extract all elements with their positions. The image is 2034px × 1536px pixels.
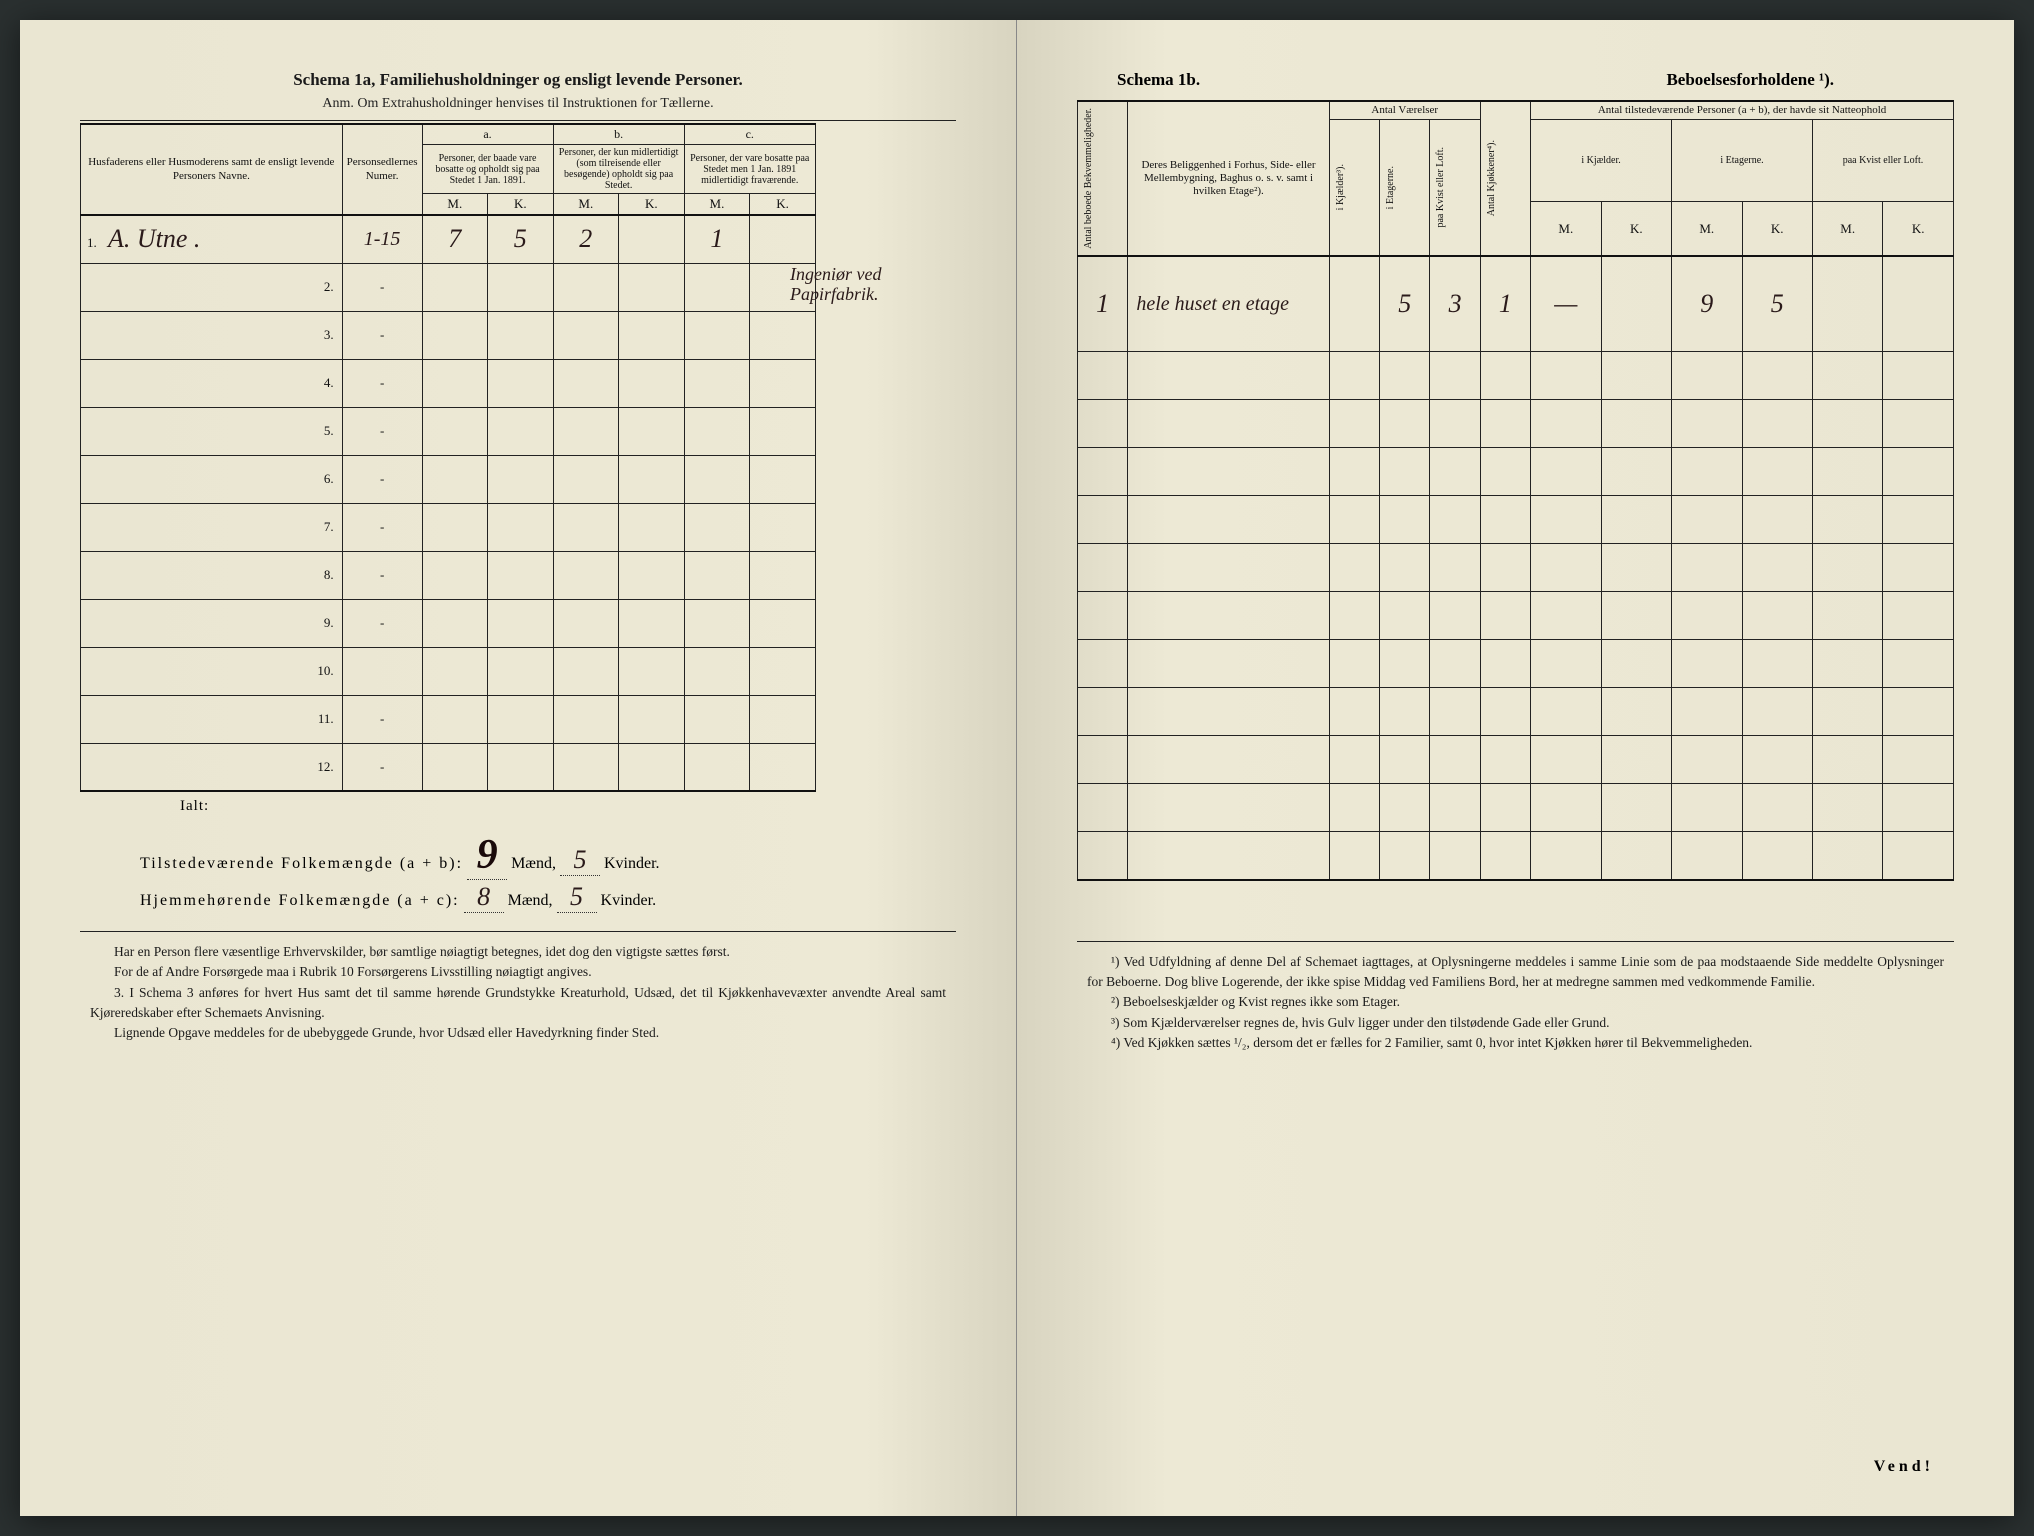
schema-1b-table: Antal beboede Bekvemmeligheder. Deres Be…: [1077, 100, 1954, 881]
col-t-etag: i Etagerne.: [1672, 120, 1813, 202]
schema-1a-subtitle: Anm. Om Extrahusholdninger henvises til …: [80, 96, 956, 121]
table-row: [1078, 400, 1954, 448]
table-row: [1078, 688, 1954, 736]
col-b-k: K.: [619, 194, 685, 216]
col-kjael: i Kjælder³).: [1329, 120, 1379, 256]
table-row: [1078, 544, 1954, 592]
table-row: 5.-: [81, 407, 816, 455]
total-present: Tilstedeværende Folkemængde (a + b): 9 M…: [140, 831, 956, 880]
col-a-k: K.: [488, 194, 553, 216]
table-row: 12.-: [81, 743, 816, 791]
col-t-kvist: paa Kvist eller Loft.: [1812, 120, 1953, 202]
col-t-kjael: i Kjælder.: [1531, 120, 1672, 202]
col-b-header: Personer, der kun midlertidigt (som tilr…: [553, 145, 684, 194]
table-row: 6.-: [81, 455, 816, 503]
col-a-header: Personer, der baade vare bosatte og opho…: [422, 145, 553, 194]
total-resident: Hjemmehørende Folkemængde (a + c): 8 Mæn…: [140, 882, 956, 913]
col-a-m: M.: [422, 194, 488, 216]
table-row: [1078, 784, 1954, 832]
table-row: 11.-: [81, 695, 816, 743]
col-names-header: Husfaderens eller Husmoderens samt de en…: [81, 124, 343, 215]
table-row: 7.-: [81, 503, 816, 551]
col-etag: i Etagerne.: [1380, 120, 1430, 256]
table-row: 10.: [81, 647, 816, 695]
table-row: 3.-: [81, 311, 816, 359]
col-c-header: Personer, der vare bosatte paa Stedet me…: [684, 145, 815, 194]
schema-1b-title: Beboelsesforholdene ¹).: [1666, 70, 1834, 90]
col-b-label: b.: [553, 124, 684, 145]
right-page: Schema 1b. Beboelsesforholdene ¹). Antal…: [1017, 20, 2014, 1516]
col-b-m: M.: [553, 194, 619, 216]
table-row: 4.-: [81, 359, 816, 407]
table-row: [1078, 448, 1954, 496]
table-row: [1078, 640, 1954, 688]
col-vaer-header: Antal Værelser: [1329, 101, 1480, 120]
margin-annotation: Ingeniør ved Papirfabrik.: [790, 265, 930, 305]
vend-label: Vend!: [1874, 1458, 1934, 1476]
table-row: 1 hele huset en etage 5 3 1 — 9 5: [1078, 256, 1954, 352]
table-row: 8.-: [81, 551, 816, 599]
table-body: 1. A. Utne . 1-15 7 5 2 1 2.- 3.- 4.- 5.…: [81, 215, 816, 791]
left-footnotes: Har en Person flere væsentlige Erhvervsk…: [80, 942, 956, 1043]
col-belig-header: Deres Beliggenhed i Forhus, Side- eller …: [1128, 101, 1329, 256]
col-c-k: K.: [750, 194, 816, 216]
table-row: 2.-: [81, 263, 816, 311]
table-row: [1078, 832, 1954, 880]
col-kvist: paa Kvist eller Loft.: [1430, 120, 1480, 256]
schema-1b-label: Schema 1b.: [1117, 70, 1200, 90]
col-personsedler-header: Personsedlernes Numer.: [342, 124, 422, 215]
col-kjok-header: Antal Kjøkkener⁴).: [1480, 101, 1530, 256]
col-c-label: c.: [684, 124, 815, 145]
table-row: 9.-: [81, 599, 816, 647]
table-row: [1078, 736, 1954, 784]
schema-1a-title: Schema 1a, Familiehusholdninger og ensli…: [80, 70, 956, 90]
table-row: [1078, 352, 1954, 400]
table-row: 1. A. Utne . 1-15 7 5 2 1: [81, 215, 816, 263]
col-c-m: M.: [684, 194, 750, 216]
left-page: Schema 1a, Familiehusholdninger og ensli…: [20, 20, 1017, 1516]
col-a-label: a.: [422, 124, 553, 145]
col-bekv-header: Antal beboede Bekvemmeligheder.: [1078, 101, 1128, 256]
totals-block: Tilstedeværende Folkemængde (a + b): 9 M…: [80, 831, 956, 913]
right-footnotes: ¹) Ved Udfyldning af denne Del af Schema…: [1077, 952, 1954, 1053]
table-row: [1078, 592, 1954, 640]
schema-1a-table: Husfaderens eller Husmoderens samt de en…: [80, 123, 816, 792]
document-spread: Schema 1a, Familiehusholdninger og ensli…: [20, 20, 2014, 1516]
table-row: [1078, 496, 1954, 544]
ialt-label: Ialt:: [80, 798, 956, 815]
schema-1b-title-row: Schema 1b. Beboelsesforholdene ¹).: [1077, 70, 1954, 90]
col-tilst-header: Antal tilstedeværende Personer (a + b), …: [1531, 101, 1954, 120]
